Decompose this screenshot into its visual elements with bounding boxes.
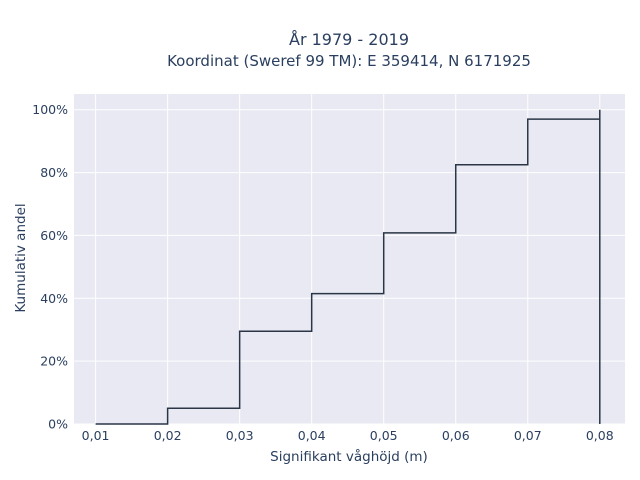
y-tick-label: 20% — [40, 354, 68, 369]
y-axis-title: Kumulativ andel — [13, 203, 29, 312]
x-tick-label: 0,04 — [298, 428, 326, 443]
x-tick-label: 0,01 — [82, 428, 110, 443]
x-tick-label: 0,08 — [586, 428, 614, 443]
y-tick-label: 80% — [40, 165, 68, 180]
y-tick-label: 100% — [32, 102, 68, 117]
y-tick-label: 0% — [48, 417, 68, 432]
y-tick-label: 40% — [40, 291, 68, 306]
x-tick-label: 0,06 — [442, 428, 470, 443]
x-tick-label: 0,05 — [370, 428, 398, 443]
x-tick-label: 0,07 — [514, 428, 542, 443]
plot-area — [74, 94, 625, 424]
x-tick-label: 0,03 — [226, 428, 254, 443]
step-line-series — [95, 109, 601, 425]
x-tick-label: 0,02 — [154, 428, 182, 443]
grid-lines — [74, 94, 625, 425]
x-axis-ticks: 0,01 0,02 0,03 0,04 0,05 0,06 0,07 0,08 — [82, 428, 614, 443]
y-tick-label: 60% — [40, 228, 68, 243]
chart-title-line-2: Koordinat (Sweref 99 TM): E 359414, N 61… — [167, 52, 531, 70]
x-axis-title: Signifikant våghöjd (m) — [270, 448, 428, 465]
chart-title-line-1: År 1979 - 2019 — [289, 30, 409, 49]
y-axis-ticks: 0% 20% 40% 60% 80% 100% — [32, 102, 68, 431]
